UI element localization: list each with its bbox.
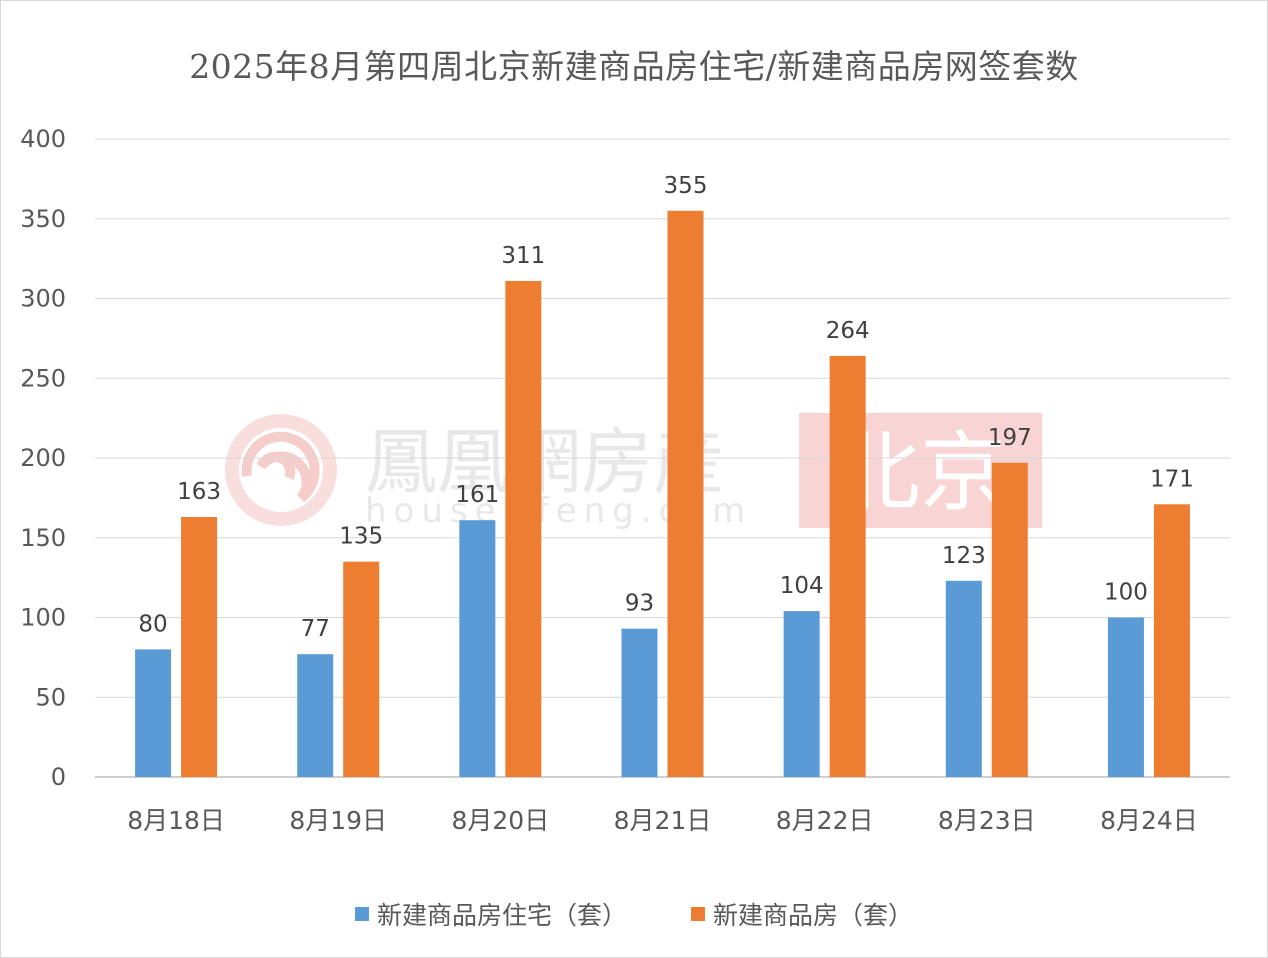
x-tick-label: 8月21日: [614, 806, 712, 835]
bar-total-7: [1153, 504, 1190, 777]
data-label: 171: [1150, 466, 1194, 492]
x-axis: 8月18日 8月19日 8月20日 8月21日 8月22日 8月23日 8月24日: [127, 806, 1198, 835]
x-tick-label: 8月18日: [127, 806, 225, 835]
legend-item-total: 新建商品房（套）: [691, 896, 913, 932]
y-tick-label: 400: [20, 125, 66, 153]
bar-residential-4: [621, 628, 658, 777]
y-axis: 0 50 100 150 200 250 300 350 400: [20, 125, 66, 791]
x-tick-label: 8月23日: [938, 806, 1036, 835]
legend-swatch: [691, 907, 705, 921]
y-tick-label: 50: [35, 683, 66, 711]
y-tick-label: 250: [20, 364, 66, 392]
x-tick-label: 8月20日: [451, 806, 549, 835]
data-label: 93: [625, 591, 654, 617]
y-tick-label: 200: [20, 444, 66, 472]
data-label: 77: [301, 616, 330, 642]
bar-total-6: [991, 462, 1028, 777]
bar-residential-7: [1107, 617, 1144, 777]
data-label: 355: [664, 173, 708, 199]
bar-residential-2: [297, 654, 334, 777]
bar-total-2: [343, 561, 380, 777]
y-tick-label: 150: [20, 524, 66, 552]
y-tick-label: 100: [20, 604, 66, 632]
bar-residential-5: [783, 611, 820, 777]
legend-item-residential: 新建商品房住宅（套）: [354, 896, 627, 932]
data-label: 123: [942, 543, 986, 569]
data-label: 163: [177, 479, 221, 505]
data-label: 135: [339, 524, 383, 550]
bar-residential-3: [459, 520, 496, 777]
data-label: 197: [988, 425, 1032, 451]
legend-label: 新建商品房（套）: [713, 901, 914, 930]
watermark: 鳳凰網房産 house.ifeng.com 北京: [225, 413, 1042, 531]
x-tick-label: 8月22日: [776, 806, 874, 835]
data-label: 80: [138, 611, 167, 637]
bars: [135, 210, 1190, 777]
x-tick-label: 8月24日: [1100, 806, 1198, 835]
legend: 新建商品房住宅（套） 新建商品房（套）: [0, 896, 1268, 932]
bar-total-3: [505, 280, 542, 777]
data-labels: 80 163 77 135 161 311 93 355 104 264 123 197 100 171: [138, 173, 1193, 642]
legend-swatch: [354, 907, 369, 921]
bar-residential-6: [945, 580, 982, 777]
data-label: 161: [455, 482, 499, 508]
y-tick-label: 350: [20, 205, 66, 233]
data-label: 264: [826, 318, 870, 344]
y-tick-label: 0: [51, 763, 66, 791]
ifeng-logo-icon: [225, 414, 337, 526]
data-label: 104: [780, 573, 824, 599]
data-label: 100: [1104, 580, 1148, 606]
x-tick-label: 8月19日: [289, 806, 387, 835]
bar-total-5: [829, 355, 866, 777]
chart-title: 2025年8月第四周北京新建商品房住宅/新建商品房网签套数: [189, 47, 1079, 86]
y-tick-label: 300: [20, 285, 66, 313]
gridlines: [95, 138, 1230, 778]
bar-residential-1: [135, 649, 172, 777]
bar-total-1: [181, 517, 218, 777]
watermark-brand-cn: 鳳凰網房産: [365, 420, 725, 504]
bar-total-4: [667, 210, 704, 777]
data-label: 311: [501, 243, 545, 269]
legend-label: 新建商品房住宅（套）: [376, 901, 627, 930]
